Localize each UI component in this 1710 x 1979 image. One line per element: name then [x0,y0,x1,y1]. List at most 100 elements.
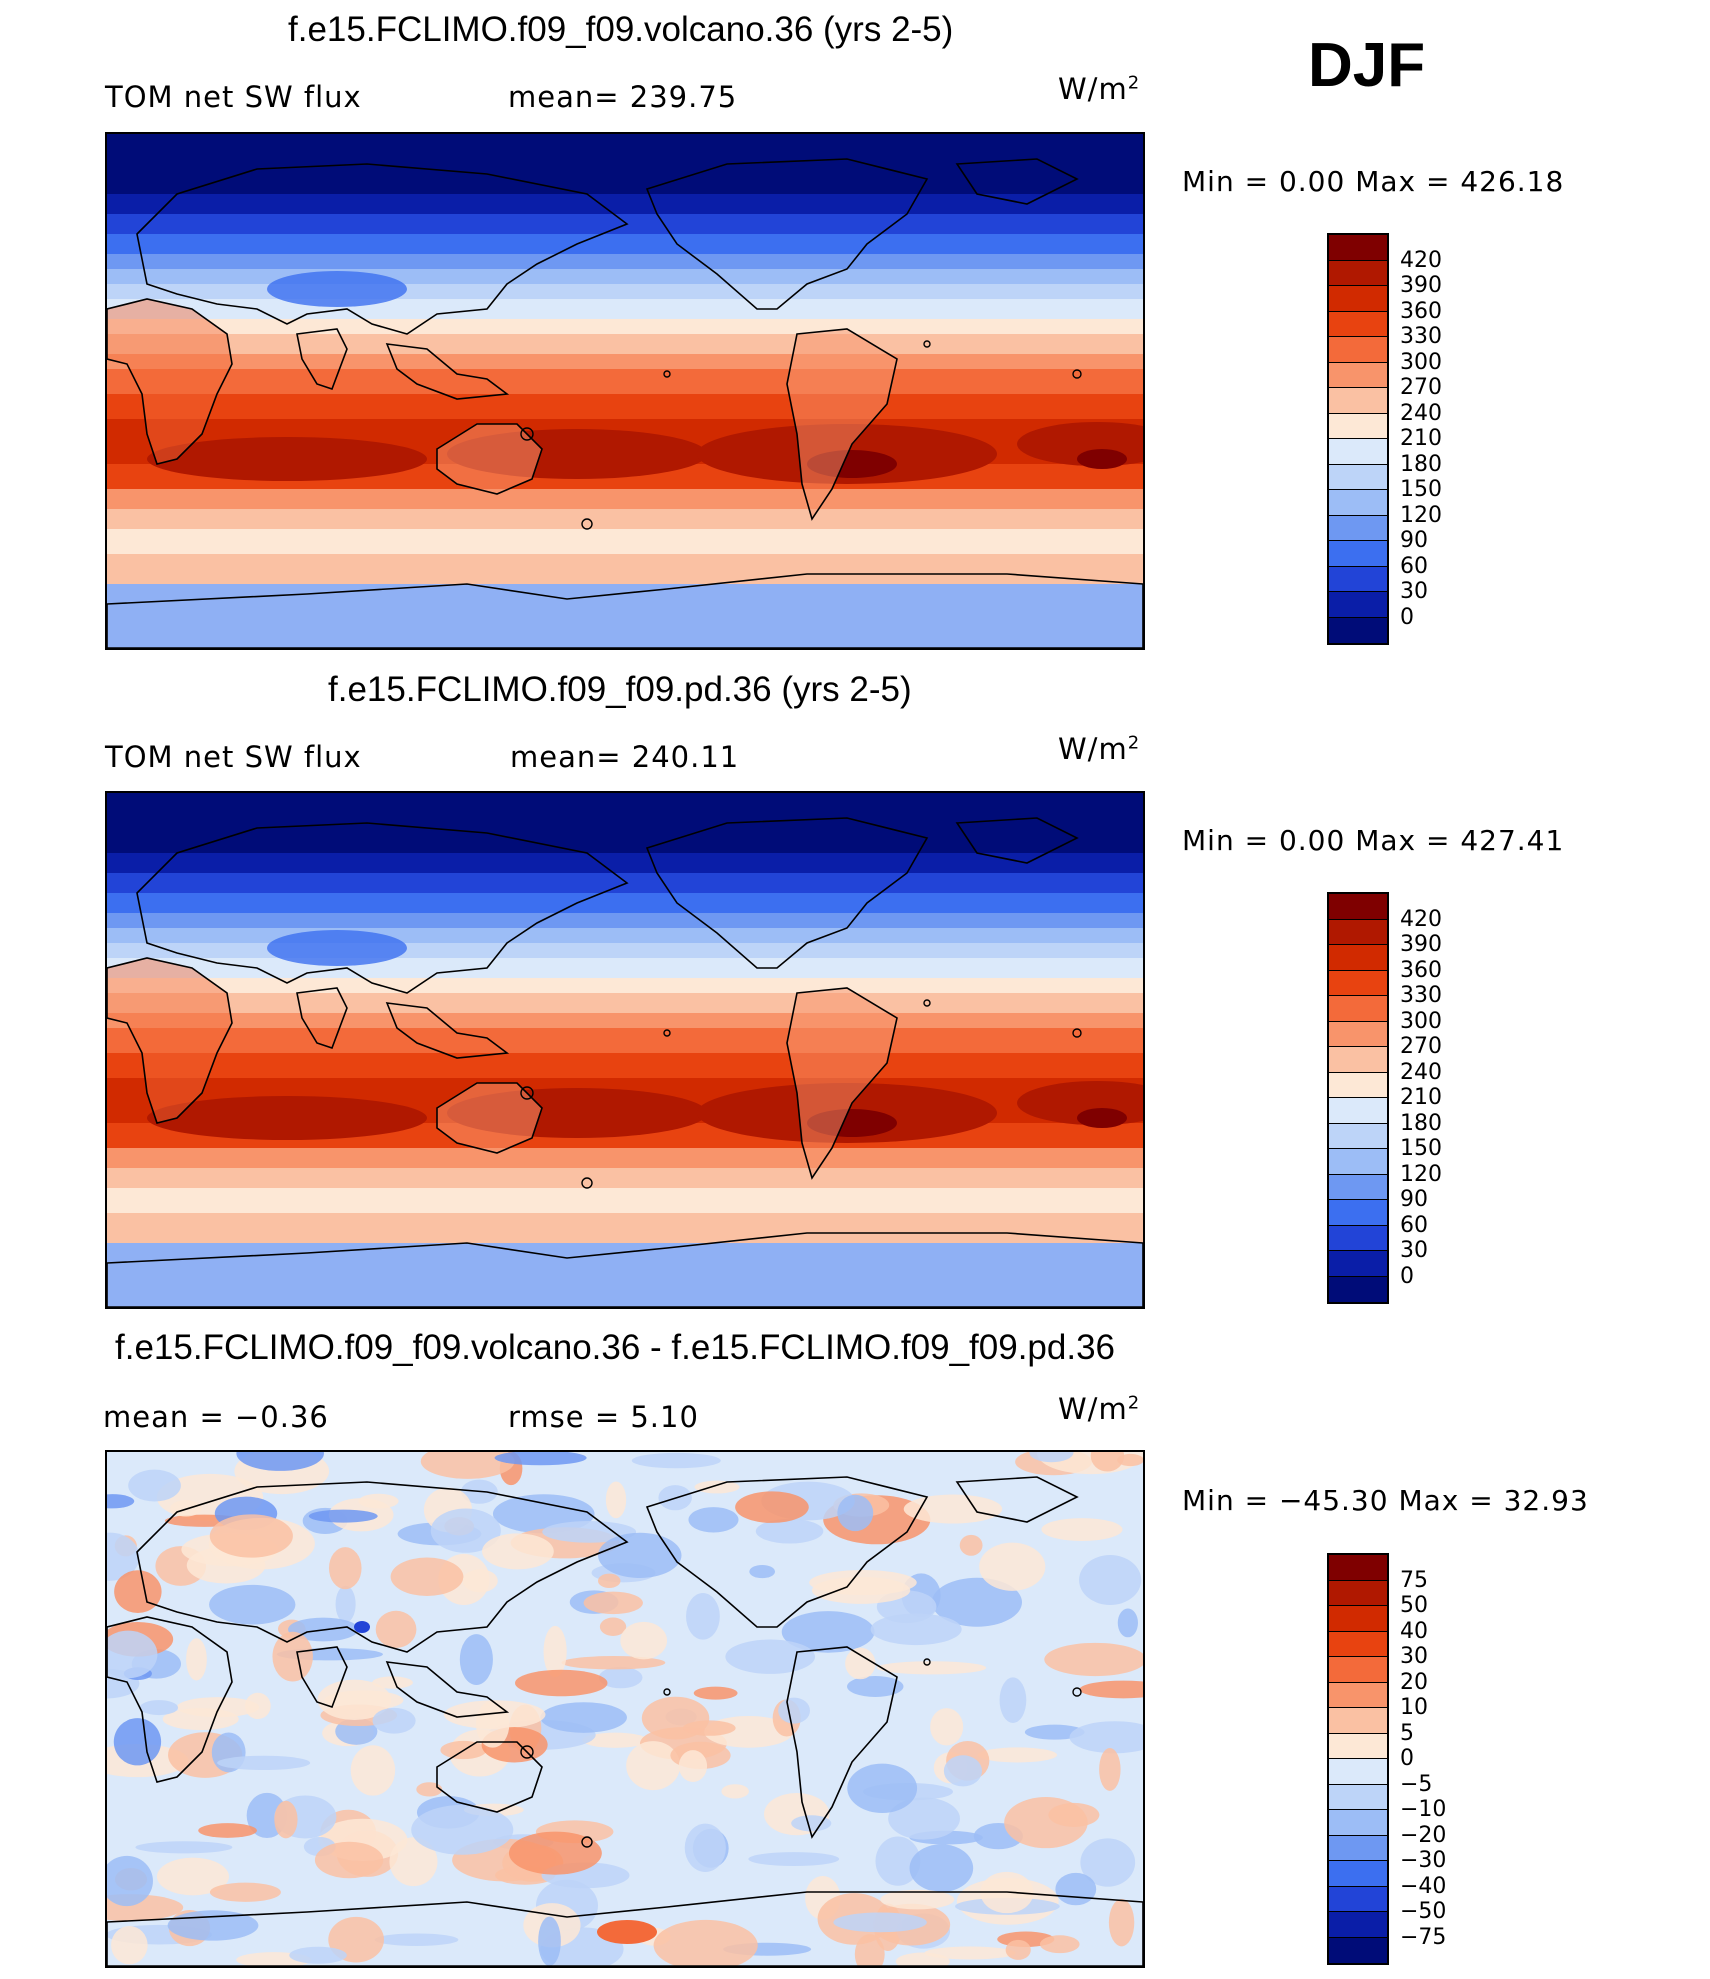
colorbar-tick-label: 75 [1400,1567,1428,1593]
min-max-label: Min = −45.30 Max = 32.93 [1182,1484,1589,1517]
colorbar-swatch [1329,894,1387,920]
colorbar-swatch [1329,515,1387,541]
colorbar-swatch [1329,541,1387,567]
colorbar-swatch [1329,1276,1387,1302]
colorbar-swatch [1329,337,1387,363]
colorbar-tick-label: 330 [1400,324,1442,349]
colorbar [1327,892,1389,1304]
season-label: DJF [1308,31,1426,100]
rmse-label: rmse = 5.10 [508,1400,699,1434]
mean-label: mean= 240.11 [510,740,740,774]
colorbar-tick-label: 120 [1400,502,1442,528]
colorbar-tick-label: 180 [1400,1110,1442,1136]
colorbar-swatch [1329,388,1387,414]
colorbar-tick-label: 60 [1400,553,1428,579]
colorbar-swatch [1329,1021,1387,1047]
colorbar-tick-label: 40 [1400,1618,1428,1644]
colorbar-swatch [1329,1682,1387,1708]
colorbar-tick-label: −40 [1400,1873,1447,1899]
colorbar-tick-label: 210 [1400,426,1442,451]
colorbar-swatch [1329,1149,1387,1175]
units-label: W/m2 [1058,72,1141,106]
colorbar-tick-label: 90 [1400,528,1428,553]
colorbar-tick-label: 270 [1400,1034,1442,1059]
units-label: W/m2 [1058,1392,1141,1426]
colorbar-tick-label: 240 [1400,400,1442,426]
colorbar-swatch [1329,1225,1387,1251]
colorbar-tick-label: 5 [1400,1720,1414,1746]
colorbar-tick-label: 0 [1400,604,1414,630]
colorbar-swatch [1329,919,1387,945]
colorbar-swatch [1329,1759,1387,1785]
units-label: W/m2 [1058,732,1141,766]
colorbar-swatch [1329,235,1387,261]
mean-label: mean= 239.75 [508,80,738,114]
colorbar-swatch [1329,311,1387,337]
colorbar-swatch [1329,1912,1387,1938]
colorbar-swatch [1329,413,1387,439]
colorbar-tick-label: 300 [1400,1008,1442,1034]
colorbar-swatch [1329,1708,1387,1734]
colorbar-swatch [1329,1835,1387,1861]
colorbar-tick-label: 30 [1400,1238,1428,1263]
colorbar-tick-label: 180 [1400,451,1442,477]
colorbar-tick-label: 210 [1400,1085,1442,1110]
colorbar-tick-label: 10 [1400,1695,1428,1720]
colorbar-swatch [1329,1606,1387,1632]
colorbar-swatch [1329,1123,1387,1149]
colorbar-tick-label: 90 [1400,1187,1428,1212]
colorbar-swatch [1329,1631,1387,1657]
colorbar-tick-label: 60 [1400,1212,1428,1238]
colorbar-swatch [1329,490,1387,516]
colorbar-tick-label: 390 [1400,273,1442,298]
colorbar-tick-label: 420 [1400,906,1442,932]
colorbar-tick-label: 50 [1400,1593,1428,1618]
colorbar-swatch [1329,1784,1387,1810]
colorbar-tick-label: 30 [1400,1644,1428,1669]
colorbar-swatch [1329,439,1387,465]
colorbar-swatch [1329,1657,1387,1683]
colorbar-swatch [1329,286,1387,312]
colorbar-swatch [1329,362,1387,388]
colorbar-swatch [1329,1810,1387,1836]
colorbar-swatch [1329,1733,1387,1759]
colorbar-swatch [1329,566,1387,592]
min-max-label: Min = 0.00 Max = 427.41 [1182,824,1565,857]
colorbar-swatch [1329,1200,1387,1226]
colorbar-tick-label: 20 [1400,1669,1428,1695]
colorbar-tick-label: 240 [1400,1059,1442,1085]
colorbar-tick-label: −75 [1400,1924,1447,1950]
colorbar-swatch [1329,260,1387,286]
colorbar-tick-label: 360 [1400,298,1442,324]
colorbar-swatch [1329,1886,1387,1912]
colorbar-swatch [1329,996,1387,1022]
colorbar-tick-label: 360 [1400,957,1442,983]
colorbar-swatch [1329,1937,1387,1963]
field-name-label: TOM net SW flux [105,80,362,114]
colorbar-tick-label: 300 [1400,349,1442,375]
colorbar-tick-label: 390 [1400,932,1442,957]
colorbar [1327,233,1389,645]
colorbar-swatch [1329,1072,1387,1098]
colorbar-swatch [1329,592,1387,618]
colorbar-tick-label: 0 [1400,1263,1414,1289]
colorbar-tick-label: 420 [1400,247,1442,273]
mean-label: mean = −0.36 [103,1400,329,1434]
colorbar [1327,1553,1389,1965]
colorbar-swatch [1329,1251,1387,1277]
colorbar-swatch [1329,1098,1387,1124]
colorbar-tick-label: 270 [1400,375,1442,400]
colorbar-swatch [1329,464,1387,490]
panel-title: f.e15.FCLIMO.f09_f09.pd.36 (yrs 2-5) [328,670,912,709]
colorbar-tick-label: 0 [1400,1746,1414,1771]
colorbar-swatch [1329,1555,1387,1581]
colorbar-tick-label: −5 [1400,1771,1433,1797]
colorbar-swatch [1329,970,1387,996]
colorbar-swatch [1329,945,1387,971]
colorbar-tick-label: 30 [1400,579,1428,604]
colorbar-tick-label: −30 [1400,1848,1447,1873]
min-max-label: Min = 0.00 Max = 426.18 [1182,165,1565,198]
colorbar-swatch [1329,1861,1387,1887]
colorbar-swatch [1329,1174,1387,1200]
colorbar-tick-label: 120 [1400,1161,1442,1187]
